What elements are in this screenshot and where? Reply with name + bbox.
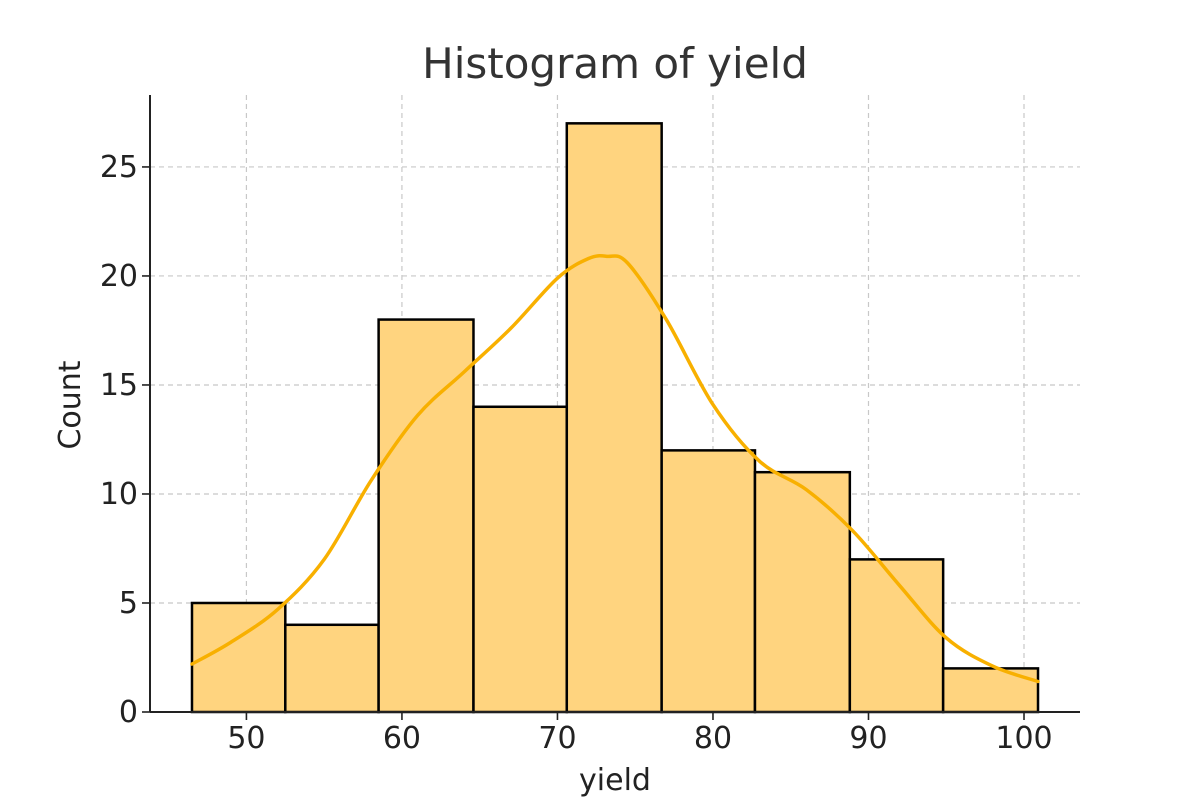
y-tick-label: 25 [100,150,138,185]
y-axis-label: Count [53,360,88,449]
x-tick-label: 70 [538,721,576,756]
histogram-bar [941,667,1040,714]
histogram-bar [472,405,569,714]
y-tick-label: 15 [100,368,138,403]
x-tick-label: 50 [227,721,265,756]
axes [142,95,1080,720]
x-tick-label: 80 [694,721,732,756]
kde-curve-group [190,253,1040,684]
y-tick-label: 0 [119,695,138,730]
chart-title: Histogram of yield [422,39,808,88]
y-tick-label: 20 [100,259,138,294]
y-tick-label: 10 [100,477,138,512]
x-tick-label: 100 [995,721,1052,756]
x-axis-label: yield [579,763,651,798]
histogram-bar [565,122,663,714]
kde-curve [190,253,1040,684]
tick-labels: 50 60 70 80 90 100 0 5 10 15 20 25 [100,150,1053,756]
histogram-bar [660,449,757,714]
x-tick-label: 60 [383,721,421,756]
histogram-bars [190,122,1040,714]
y-tick-label: 5 [119,586,138,621]
x-tick-label: 90 [849,721,887,756]
histogram-bar [284,623,380,714]
histogram-bar [377,318,475,714]
histogram-bar [753,470,852,714]
